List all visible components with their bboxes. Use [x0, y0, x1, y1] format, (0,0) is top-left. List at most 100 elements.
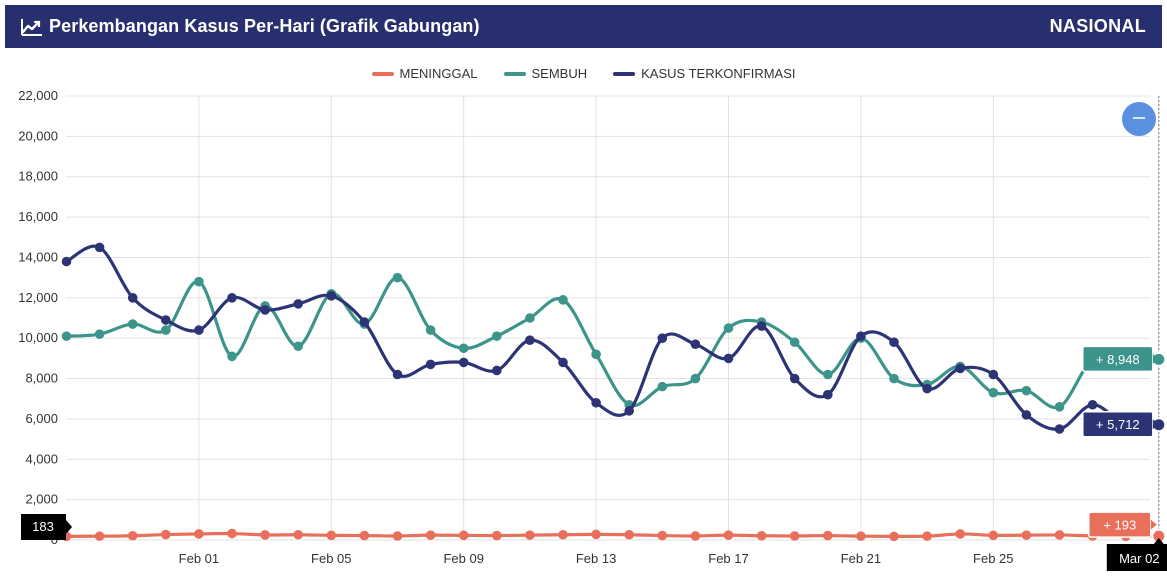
- data-point-terkonfirmasi[interactable]: [922, 383, 932, 394]
- data-point-sembuh[interactable]: [458, 343, 469, 354]
- data-point-meninggal[interactable]: [657, 530, 668, 541]
- data-point-sembuh[interactable]: [690, 373, 701, 384]
- data-point-meninggal[interactable]: [1021, 530, 1032, 540]
- data-point-meninggal[interactable]: [425, 530, 436, 540]
- data-point-meninggal[interactable]: [922, 531, 932, 541]
- data-point-meninggal[interactable]: [823, 530, 833, 541]
- data-point-meninggal[interactable]: [458, 530, 469, 541]
- zoom-out-circle[interactable]: [1122, 102, 1156, 136]
- data-point-terkonfirmasi[interactable]: [359, 317, 370, 327]
- data-point-meninggal[interactable]: [889, 531, 899, 542]
- data-point-terkonfirmasi[interactable]: [756, 321, 767, 331]
- data-point-terkonfirmasi[interactable]: [690, 339, 701, 350]
- data-point-terkonfirmasi[interactable]: [789, 373, 800, 384]
- data-point-sembuh[interactable]: [723, 323, 734, 333]
- data-point-meninggal[interactable]: [690, 531, 701, 541]
- data-point-meninggal[interactable]: [525, 530, 535, 540]
- data-point-sembuh[interactable]: [492, 331, 502, 341]
- data-point-meninggal[interactable]: [94, 531, 105, 541]
- data-point-meninggal[interactable]: [789, 531, 800, 541]
- data-point-terkonfirmasi[interactable]: [260, 305, 270, 315]
- data-point-sembuh[interactable]: [161, 325, 171, 335]
- data-point-sembuh[interactable]: [1021, 385, 1032, 396]
- data-point-terkonfirmasi[interactable]: [1087, 399, 1098, 410]
- data-point-sembuh[interactable]: [657, 381, 668, 392]
- data-point-meninggal[interactable]: [227, 528, 237, 539]
- data-point-terkonfirmasi[interactable]: [723, 353, 734, 364]
- data-point-terkonfirmasi[interactable]: [889, 337, 899, 348]
- zoom-out-button[interactable]: [1122, 102, 1156, 136]
- data-point-terkonfirmasi[interactable]: [856, 331, 866, 341]
- data-point-meninggal[interactable]: [955, 529, 965, 539]
- tooltip-meninggal-text: + 193: [1103, 518, 1136, 533]
- data-point-meninggal[interactable]: [558, 529, 568, 540]
- data-point-sembuh[interactable]: [127, 319, 138, 329]
- legend-swatch-meninggal: [371, 71, 394, 76]
- data-point-terkonfirmasi[interactable]: [525, 335, 535, 346]
- data-point-terkonfirmasi[interactable]: [988, 369, 999, 380]
- data-point-meninggal[interactable]: [392, 531, 403, 541]
- data-point-meninggal[interactable]: [1054, 530, 1065, 540]
- data-point-sembuh[interactable]: [425, 325, 436, 335]
- data-point-meninggal[interactable]: [856, 531, 866, 541]
- data-point-sembuh[interactable]: [988, 387, 999, 398]
- data-point-sembuh[interactable]: [1054, 402, 1065, 412]
- legend-swatch-sembuh: [503, 71, 526, 76]
- data-point-terkonfirmasi[interactable]: [293, 299, 304, 309]
- legend-item-sembuh[interactable]: SEMBUH: [503, 66, 587, 81]
- data-point-sembuh[interactable]: [591, 349, 601, 360]
- data-point-meninggal[interactable]: [624, 529, 634, 540]
- data-point-terkonfirmasi[interactable]: [591, 397, 601, 408]
- data-point-terkonfirmasi[interactable]: [955, 363, 965, 374]
- data-point-terkonfirmasi[interactable]: [492, 365, 502, 376]
- data-point-terkonfirmasi[interactable]: [161, 315, 171, 325]
- data-point-terkonfirmasi[interactable]: [392, 369, 403, 380]
- data-point-meninggal[interactable]: [756, 530, 767, 541]
- data-point-terkonfirmasi[interactable]: [458, 357, 469, 368]
- data-point-sembuh[interactable]: [525, 313, 535, 323]
- data-point-terkonfirmasi[interactable]: [657, 333, 668, 343]
- y-tick-label: 16,000: [18, 209, 58, 224]
- data-point-meninggal[interactable]: [988, 530, 999, 541]
- data-point-sembuh[interactable]: [392, 272, 403, 283]
- data-point-terkonfirmasi[interactable]: [823, 389, 833, 400]
- data-point-sembuh[interactable]: [94, 329, 105, 339]
- data-point-terkonfirmasi[interactable]: [425, 359, 436, 370]
- y-crosshair-marker: 183: [21, 514, 72, 540]
- data-point-meninggal[interactable]: [326, 530, 337, 541]
- data-point-meninggal[interactable]: [161, 529, 171, 540]
- data-point-sembuh[interactable]: [227, 351, 237, 362]
- data-point-sembuh[interactable]: [194, 276, 204, 287]
- data-point-meninggal[interactable]: [359, 530, 370, 541]
- chart-title: Perkembangan Kasus Per-Hari (Grafik Gabu…: [49, 16, 480, 36]
- data-point-terkonfirmasi[interactable]: [624, 406, 634, 416]
- data-point-sembuh[interactable]: [889, 373, 899, 384]
- data-point-meninggal[interactable]: [723, 530, 734, 540]
- data-point-sembuh[interactable]: [823, 369, 833, 380]
- data-point-terkonfirmasi[interactable]: [227, 293, 237, 303]
- data-point-meninggal[interactable]: [260, 530, 270, 540]
- data-point-meninggal[interactable]: [127, 530, 138, 541]
- data-point-terkonfirmasi[interactable]: [1021, 410, 1032, 420]
- legend-item-meninggal[interactable]: MENINGGAL: [371, 66, 478, 81]
- y-tick-label: 18,000: [18, 169, 58, 184]
- data-point-terkonfirmasi[interactable]: [194, 325, 204, 335]
- data-point-meninggal[interactable]: [591, 529, 601, 540]
- data-point-terkonfirmasi[interactable]: [127, 293, 138, 303]
- data-point-meninggal[interactable]: [194, 529, 204, 539]
- data-point-meninggal[interactable]: [293, 529, 304, 540]
- data-point-terkonfirmasi[interactable]: [1054, 424, 1065, 434]
- data-point-sembuh[interactable]: [558, 295, 568, 305]
- data-point-sembuh[interactable]: [293, 341, 304, 352]
- data-point-terkonfirmasi[interactable]: [61, 256, 72, 267]
- data-point-terkonfirmasi[interactable]: [558, 357, 568, 368]
- data-point-sembuh[interactable]: [789, 337, 800, 348]
- data-point-terkonfirmasi[interactable]: [326, 291, 337, 301]
- legend-label-meninggal: MENINGGAL: [399, 66, 478, 81]
- legend-item-terkonfirmasi[interactable]: KASUS TERKONFIRMASI: [613, 66, 795, 81]
- data-point-terkonfirmasi[interactable]: [94, 242, 105, 253]
- data-point-meninggal[interactable]: [492, 530, 502, 541]
- data-point-sembuh[interactable]: [61, 331, 72, 341]
- y-tick-label: 10,000: [18, 330, 58, 345]
- tooltip-meninggal-arrow: [1150, 519, 1157, 530]
